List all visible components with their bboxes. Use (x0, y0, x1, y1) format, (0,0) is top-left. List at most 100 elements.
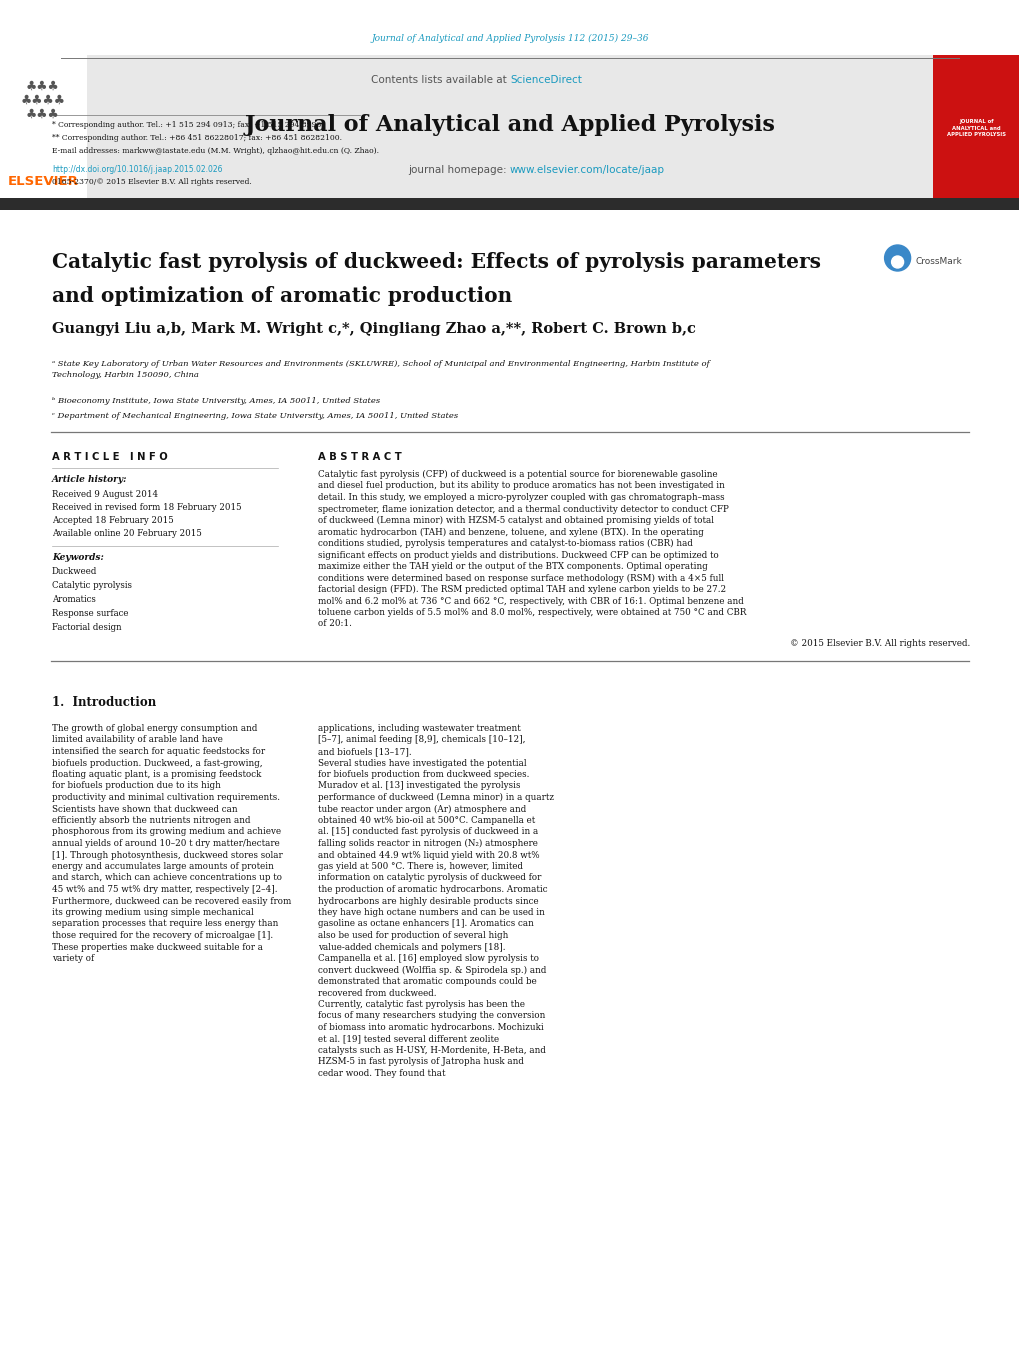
Text: mol% and 6.2 mol% at 736 °C and 662 °C, respectively, with CBR of 16:1. Optimal : mol% and 6.2 mol% at 736 °C and 662 °C, … (318, 597, 743, 605)
Text: Received in revised form 18 February 2015: Received in revised form 18 February 201… (52, 503, 242, 512)
Bar (0, 55, 87, 200)
Text: cedar wood. They found that: cedar wood. They found that (318, 1069, 445, 1078)
Text: 0165-2370/© 2015 Elsevier B.V. All rights reserved.: 0165-2370/© 2015 Elsevier B.V. All right… (52, 178, 252, 186)
Text: © 2015 Elsevier B.V. All rights reserved.: © 2015 Elsevier B.V. All rights reserved… (789, 639, 969, 648)
Text: variety of: variety of (52, 954, 94, 963)
Text: Campanella et al. [16] employed slow pyrolysis to: Campanella et al. [16] employed slow pyr… (318, 954, 538, 963)
Text: Guangyi Liu a,b, Mark M. Wright c,*, Qingliang Zhao a,**, Robert C. Brown b,c: Guangyi Liu a,b, Mark M. Wright c,*, Qin… (52, 322, 695, 336)
Text: The growth of global energy consumption and: The growth of global energy consumption … (52, 724, 257, 734)
Text: Catalytic fast pyrolysis (CFP) of duckweed is a potential source for biorenewabl: Catalytic fast pyrolysis (CFP) of duckwe… (318, 470, 717, 480)
Text: and diesel fuel production, but its ability to produce aromatics has not been in: and diesel fuel production, but its abil… (318, 481, 725, 490)
Text: ᵇ Bioeconomy Institute, Iowa State University, Ames, IA 50011, United States: ᵇ Bioeconomy Institute, Iowa State Unive… (52, 397, 380, 405)
Text: Article history:: Article history: (52, 476, 127, 484)
Text: also be used for production of several high: also be used for production of several h… (318, 931, 507, 940)
Text: toluene carbon yields of 5.5 mol% and 8.0 mol%, respectively, were obtained at 7: toluene carbon yields of 5.5 mol% and 8.… (318, 608, 746, 617)
Text: of 20:1.: of 20:1. (318, 620, 352, 628)
Text: conditions were determined based on response surface methodology (RSM) with a 4×: conditions were determined based on resp… (318, 574, 723, 582)
Text: Journal of Analytical and Applied Pyrolysis: Journal of Analytical and Applied Pyroly… (245, 113, 774, 136)
Text: for biofuels production from duckweed species.: for biofuels production from duckweed sp… (318, 770, 529, 780)
Text: Contents lists available at: Contents lists available at (371, 76, 510, 85)
Text: Received 9 August 2014: Received 9 August 2014 (52, 490, 158, 499)
Text: separation processes that require less energy than: separation processes that require less e… (52, 920, 278, 928)
Text: gasoline as octane enhancers [1]. Aromatics can: gasoline as octane enhancers [1]. Aromat… (318, 920, 533, 928)
Text: floating aquatic plant, is a promising feedstock: floating aquatic plant, is a promising f… (52, 770, 261, 780)
Text: obtained 40 wt% bio-oil at 500°C. Campanella et: obtained 40 wt% bio-oil at 500°C. Campan… (318, 816, 535, 825)
Text: maximize either the TAH yield or the output of the BTX components. Optimal opera: maximize either the TAH yield or the out… (318, 562, 707, 571)
Text: [1]. Through photosynthesis, duckweed stores solar: [1]. Through photosynthesis, duckweed st… (52, 851, 282, 859)
Text: Duckweed: Duckweed (52, 567, 97, 576)
Text: al. [15] conducted fast pyrolysis of duckweed in a: al. [15] conducted fast pyrolysis of duc… (318, 828, 538, 836)
Text: A R T I C L E   I N F O: A R T I C L E I N F O (52, 453, 167, 462)
Text: limited availability of arable land have: limited availability of arable land have (52, 735, 223, 744)
Text: tube reactor under argon (Ar) atmosphere and: tube reactor under argon (Ar) atmosphere… (318, 804, 526, 813)
Bar (87, 55, 932, 200)
Text: focus of many researchers studying the conversion: focus of many researchers studying the c… (318, 1012, 545, 1020)
Text: and biofuels [13–17].: and biofuels [13–17]. (318, 747, 412, 757)
Text: the production of aromatic hydrocarbons. Aromatic: the production of aromatic hydrocarbons.… (318, 885, 547, 894)
Text: journal homepage:: journal homepage: (408, 165, 510, 176)
Text: recovered from duckweed.: recovered from duckweed. (318, 989, 436, 997)
Text: ScienceDirect: ScienceDirect (510, 76, 581, 85)
Text: of biomass into aromatic hydrocarbons. Mochizuki: of biomass into aromatic hydrocarbons. M… (318, 1023, 543, 1032)
Text: ᶜ Department of Mechanical Engineering, Iowa State University, Ames, IA 50011, U: ᶜ Department of Mechanical Engineering, … (52, 412, 458, 420)
Text: Several studies have investigated the potential: Several studies have investigated the po… (318, 758, 526, 767)
Text: ** Corresponding author. Tel.: +86 451 86228017; fax: +86 451 86282100.: ** Corresponding author. Tel.: +86 451 8… (52, 134, 341, 142)
Text: gas yield at 500 °C. There is, however, limited: gas yield at 500 °C. There is, however, … (318, 862, 523, 871)
Text: Furthermore, duckweed can be recovered easily from: Furthermore, duckweed can be recovered e… (52, 897, 291, 905)
Text: 45 wt% and 75 wt% dry matter, respectively [2–4].: 45 wt% and 75 wt% dry matter, respective… (52, 885, 277, 894)
Text: conditions studied, pyrolysis temperatures and catalyst-to-biomass ratios (CBR) : conditions studied, pyrolysis temperatur… (318, 539, 692, 549)
Text: of duckweed (Lemna minor) with HZSM-5 catalyst and obtained promising yields of : of duckweed (Lemna minor) with HZSM-5 ca… (318, 516, 713, 526)
Circle shape (891, 255, 903, 267)
Text: www.elsevier.com/locate/jaap: www.elsevier.com/locate/jaap (510, 165, 664, 176)
Text: Aromatics: Aromatics (52, 594, 96, 604)
Text: et al. [19] tested several different zeolite: et al. [19] tested several different zeo… (318, 1035, 498, 1043)
Text: and obtained 44.9 wt% liquid yield with 20.8 wt%: and obtained 44.9 wt% liquid yield with … (318, 851, 539, 859)
Text: they have high octane numbers and can be used in: they have high octane numbers and can be… (318, 908, 544, 917)
Text: factorial design (FFD). The RSM predicted optimal TAH and xylene carbon yields t: factorial design (FFD). The RSM predicte… (318, 585, 726, 594)
Text: HZSM-5 in fast pyrolysis of Jatropha husk and: HZSM-5 in fast pyrolysis of Jatropha hus… (318, 1058, 524, 1066)
Text: E-mail addresses: markww@iastate.edu (M.M. Wright), qlzhao@hit.edu.cn (Q. Zhao).: E-mail addresses: markww@iastate.edu (M.… (52, 147, 379, 155)
Text: aromatic hydrocarbon (TAH) and benzene, toluene, and xylene (BTX). In the operat: aromatic hydrocarbon (TAH) and benzene, … (318, 527, 703, 536)
Text: ELSEVIER: ELSEVIER (8, 176, 78, 188)
Text: * Corresponding author. Tel.: +1 515 294 0913; fax: +1 515 294 8993.: * Corresponding author. Tel.: +1 515 294… (52, 122, 323, 128)
Text: energy and accumulates large amounts of protein: energy and accumulates large amounts of … (52, 862, 274, 871)
Text: [5–7], animal feeding [8,9], chemicals [10–12],: [5–7], animal feeding [8,9], chemicals [… (318, 735, 525, 744)
Bar (932, 55, 1019, 200)
Text: those required for the recovery of microalgae [1].: those required for the recovery of micro… (52, 931, 273, 940)
Text: for biofuels production due to its high: for biofuels production due to its high (52, 781, 221, 790)
Text: efficiently absorb the nutrients nitrogen and: efficiently absorb the nutrients nitroge… (52, 816, 251, 825)
Text: annual yields of around 10–20 t dry matter/hectare: annual yields of around 10–20 t dry matt… (52, 839, 279, 848)
Text: Response surface: Response surface (52, 609, 128, 617)
Text: Factorial design: Factorial design (52, 623, 121, 632)
Text: information on catalytic pyrolysis of duckweed for: information on catalytic pyrolysis of du… (318, 874, 541, 882)
Text: ᵃ State Key Laboratory of Urban Water Resources and Environments (SKLUWRE), Scho: ᵃ State Key Laboratory of Urban Water Re… (52, 359, 709, 380)
Text: Scientists have shown that duckweed can: Scientists have shown that duckweed can (52, 804, 237, 813)
Text: ♣♣♣
♣♣♣♣
♣♣♣: ♣♣♣ ♣♣♣♣ ♣♣♣ (20, 80, 65, 120)
Text: performance of duckweed (Lemna minor) in a quartz: performance of duckweed (Lemna minor) in… (318, 793, 553, 802)
Text: Catalytic fast pyrolysis of duckweed: Effects of pyrolysis parameters: Catalytic fast pyrolysis of duckweed: Ef… (52, 253, 820, 272)
Text: JOURNAL of
ANALYTICAL and
APPLIED PYROLYSIS: JOURNAL of ANALYTICAL and APPLIED PYROLY… (946, 119, 1005, 136)
Bar (0, 199, 1019, 209)
Text: phosphorous from its growing medium and achieve: phosphorous from its growing medium and … (52, 828, 281, 836)
Text: Currently, catalytic fast pyrolysis has been the: Currently, catalytic fast pyrolysis has … (318, 1000, 525, 1009)
Text: Available online 20 February 2015: Available online 20 February 2015 (52, 530, 202, 538)
Text: Accepted 18 February 2015: Accepted 18 February 2015 (52, 516, 173, 526)
Text: intensified the search for aquatic feedstocks for: intensified the search for aquatic feeds… (52, 747, 265, 757)
Circle shape (883, 245, 910, 272)
Text: CrossMark: CrossMark (915, 258, 961, 266)
Text: detail. In this study, we employed a micro-pyrolyzer coupled with gas chromatogr: detail. In this study, we employed a mic… (318, 493, 723, 503)
Text: Journal of Analytical and Applied Pyrolysis 112 (2015) 29–36: Journal of Analytical and Applied Pyroly… (371, 34, 648, 43)
Text: Catalytic pyrolysis: Catalytic pyrolysis (52, 581, 131, 590)
Text: its growing medium using simple mechanical: its growing medium using simple mechanic… (52, 908, 254, 917)
Text: and starch, which can achieve concentrations up to: and starch, which can achieve concentrat… (52, 874, 281, 882)
Text: spectrometer, flame ionization detector, and a thermal conductivity detector to : spectrometer, flame ionization detector,… (318, 504, 728, 513)
Text: convert duckweed (Wolffia sp. & Spirodela sp.) and: convert duckweed (Wolffia sp. & Spirodel… (318, 966, 546, 974)
Text: biofuels production. Duckweed, a fast-growing,: biofuels production. Duckweed, a fast-gr… (52, 758, 262, 767)
Text: falling solids reactor in nitrogen (N₂) atmosphere: falling solids reactor in nitrogen (N₂) … (318, 839, 537, 848)
Text: demonstrated that aromatic compounds could be: demonstrated that aromatic compounds cou… (318, 977, 536, 986)
Text: catalysts such as H-USY, H-Mordenite, H-Beta, and: catalysts such as H-USY, H-Mordenite, H-… (318, 1046, 545, 1055)
Text: applications, including wastewater treatment: applications, including wastewater treat… (318, 724, 521, 734)
Text: http://dx.doi.org/10.1016/j.jaap.2015.02.026: http://dx.doi.org/10.1016/j.jaap.2015.02… (52, 165, 222, 174)
Text: value-added chemicals and polymers [18].: value-added chemicals and polymers [18]. (318, 943, 505, 951)
Text: 1.  Introduction: 1. Introduction (52, 696, 156, 709)
